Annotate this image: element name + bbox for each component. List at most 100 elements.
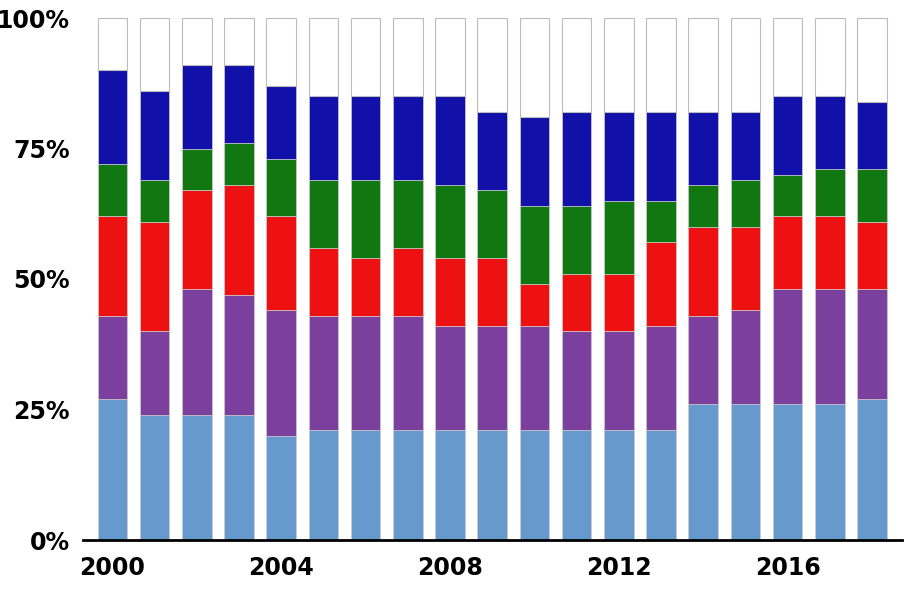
Bar (645, 200, 675, 242)
Bar (182, 289, 211, 415)
Bar (435, 96, 464, 185)
Bar (477, 258, 506, 326)
Bar (562, 274, 591, 331)
Bar (97, 70, 127, 164)
Bar (772, 175, 801, 217)
Bar (392, 430, 422, 540)
Bar (519, 117, 549, 206)
Bar (435, 258, 464, 326)
Bar (97, 18, 127, 70)
Bar (772, 289, 801, 404)
Bar (182, 190, 211, 289)
Bar (224, 18, 254, 65)
Bar (604, 331, 633, 430)
Bar (140, 415, 169, 540)
Bar (772, 404, 801, 540)
Bar (604, 200, 633, 274)
Bar (687, 404, 717, 540)
Bar (772, 18, 801, 96)
Bar (730, 18, 759, 112)
Bar (97, 217, 127, 316)
Bar (477, 112, 506, 190)
Bar (224, 143, 254, 185)
Bar (604, 430, 633, 540)
Bar (267, 86, 296, 159)
Bar (267, 436, 296, 540)
Bar (687, 185, 717, 227)
Bar (730, 227, 759, 310)
Bar (477, 326, 506, 430)
Bar (140, 18, 169, 91)
Bar (857, 18, 886, 101)
Bar (392, 180, 422, 248)
Bar (519, 206, 549, 284)
Bar (519, 430, 549, 540)
Bar (435, 18, 464, 96)
Bar (857, 169, 886, 221)
Bar (392, 96, 422, 180)
Bar (562, 18, 591, 112)
Bar (645, 242, 675, 326)
Bar (350, 18, 380, 96)
Bar (857, 399, 886, 540)
Bar (857, 101, 886, 169)
Bar (730, 310, 759, 404)
Bar (519, 18, 549, 117)
Bar (350, 180, 380, 258)
Bar (392, 316, 422, 430)
Bar (435, 185, 464, 258)
Bar (140, 91, 169, 180)
Bar (350, 316, 380, 430)
Bar (308, 316, 338, 430)
Bar (350, 430, 380, 540)
Bar (350, 96, 380, 180)
Bar (519, 284, 549, 326)
Bar (308, 248, 338, 316)
Bar (814, 169, 844, 217)
Bar (687, 316, 717, 404)
Bar (224, 185, 254, 295)
Bar (604, 274, 633, 331)
Bar (224, 295, 254, 415)
Bar (645, 430, 675, 540)
Bar (477, 430, 506, 540)
Bar (182, 148, 211, 190)
Bar (182, 18, 211, 65)
Bar (308, 180, 338, 248)
Bar (814, 96, 844, 169)
Bar (857, 289, 886, 399)
Bar (140, 180, 169, 221)
Bar (857, 221, 886, 289)
Bar (562, 331, 591, 430)
Bar (687, 18, 717, 112)
Bar (730, 112, 759, 180)
Bar (477, 190, 506, 258)
Bar (435, 326, 464, 430)
Bar (562, 112, 591, 206)
Bar (350, 258, 380, 316)
Bar (814, 404, 844, 540)
Bar (435, 430, 464, 540)
Bar (224, 415, 254, 540)
Bar (267, 18, 296, 86)
Bar (267, 159, 296, 217)
Bar (562, 430, 591, 540)
Bar (97, 316, 127, 399)
Bar (392, 248, 422, 316)
Bar (97, 399, 127, 540)
Bar (604, 18, 633, 112)
Bar (772, 217, 801, 289)
Bar (814, 289, 844, 404)
Bar (140, 331, 169, 415)
Bar (140, 221, 169, 331)
Bar (519, 326, 549, 430)
Bar (645, 326, 675, 430)
Bar (687, 227, 717, 316)
Bar (562, 206, 591, 274)
Bar (477, 18, 506, 112)
Bar (224, 65, 254, 143)
Bar (645, 112, 675, 200)
Bar (730, 404, 759, 540)
Bar (97, 164, 127, 217)
Bar (814, 217, 844, 289)
